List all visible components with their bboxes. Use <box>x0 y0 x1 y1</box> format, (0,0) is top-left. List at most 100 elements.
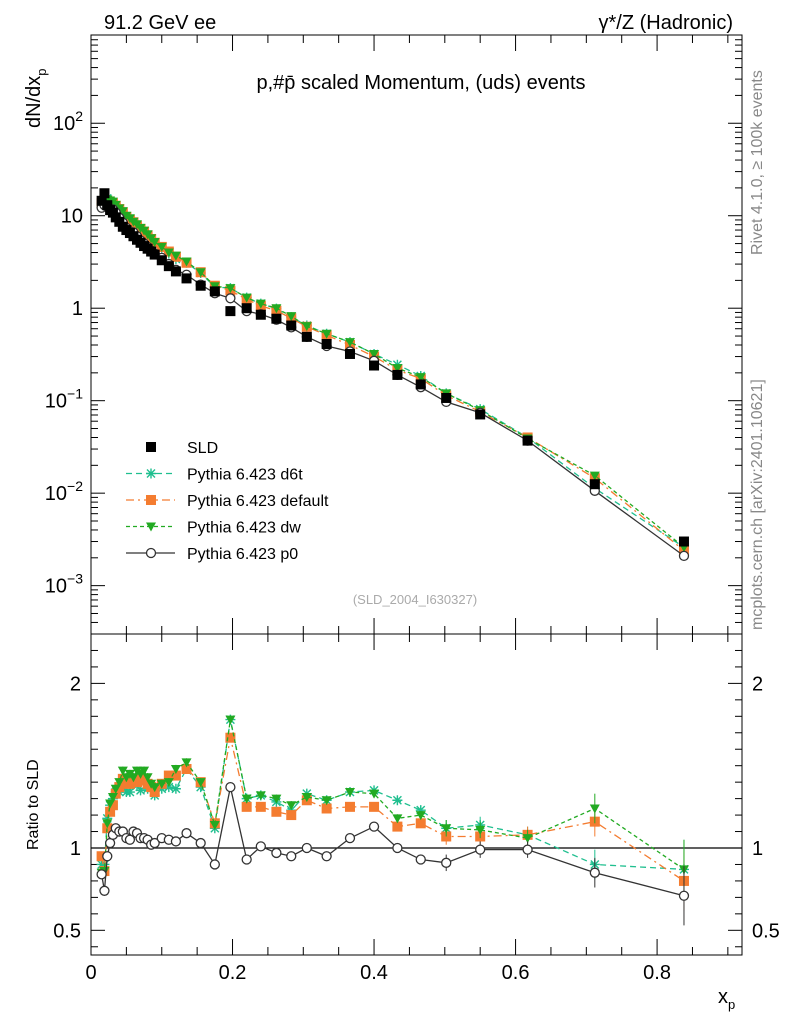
data-point <box>522 435 533 446</box>
ratio-point <box>321 851 332 862</box>
legend-label: SLD <box>187 440 218 457</box>
main-axis-ticks: 102 10 1 10−1 10−2 10−3 <box>45 34 742 635</box>
ratio-tick-label-right: 0.5 <box>752 920 780 942</box>
series-layer <box>96 188 690 561</box>
legend-marker <box>146 522 156 532</box>
data-point <box>344 348 355 359</box>
analysis-watermark: (SLD_2004_I630327) <box>353 592 477 607</box>
ratio-point <box>102 813 113 824</box>
ratio-point <box>170 764 181 774</box>
ratio-point <box>241 794 252 804</box>
ratio-tick-label-right: 1 <box>752 838 763 860</box>
data-point <box>415 379 426 390</box>
data-point <box>195 280 206 291</box>
mcplots-credit: mcplots.cern.ch [arXiv:2401.10621] <box>749 379 766 630</box>
header-process: γ*/Z (Hadronic) <box>599 12 733 34</box>
data-point <box>589 471 600 481</box>
legend-marker <box>146 495 156 505</box>
x-tick-label: 0 <box>85 962 96 984</box>
main-frame <box>90 34 743 635</box>
data-point <box>96 195 107 206</box>
data-point <box>415 373 426 383</box>
ratio-tick-label-left: 2 <box>70 673 81 695</box>
ratio-point <box>415 805 426 816</box>
ratio-point <box>225 781 236 793</box>
ratio-point <box>475 844 486 855</box>
series-sld <box>96 188 689 547</box>
data-point <box>149 237 160 247</box>
ratio-point <box>195 778 206 788</box>
data-point <box>225 284 236 294</box>
ratio-point <box>149 783 160 793</box>
legend-marker <box>146 468 156 479</box>
ratio-point <box>110 784 121 794</box>
y-tick-label: 10−1 <box>45 386 83 413</box>
data-point <box>149 249 160 260</box>
legend-entry: SLD <box>146 440 218 457</box>
data-point <box>170 251 181 261</box>
ratio-point <box>415 811 426 821</box>
legend-entry: Pythia 6.423 dw <box>126 520 301 537</box>
data-point <box>344 338 355 348</box>
ratio-point <box>105 799 116 809</box>
ratio-pythia-6-423-dw <box>96 715 689 900</box>
legend-entry: Pythia 6.423 default <box>126 493 329 510</box>
data-point <box>392 369 403 380</box>
x-tick-label: 0.6 <box>502 962 530 984</box>
data-point <box>589 479 600 490</box>
ratio-point <box>99 885 110 896</box>
data-point <box>255 299 266 309</box>
ratio-point <box>225 732 236 743</box>
ratio-point <box>96 869 107 880</box>
ratio-frame <box>90 633 743 956</box>
y-tick-label: 10−3 <box>45 571 83 598</box>
legend-label: Pythia 6.423 dw <box>187 520 301 537</box>
ratio-point <box>195 837 206 849</box>
ratio-point <box>321 796 332 806</box>
ratio-point <box>475 825 486 835</box>
data-point <box>286 320 297 331</box>
y-tick-label: 10 <box>61 206 83 228</box>
ratio-point <box>441 857 452 868</box>
data-point <box>301 322 312 332</box>
ratio-point <box>441 824 452 834</box>
data-point <box>156 242 167 252</box>
ratio-point <box>255 841 266 852</box>
legend-marker <box>145 547 157 559</box>
data-point <box>181 273 192 284</box>
ratio-point <box>286 801 297 811</box>
ratio-point <box>286 810 297 821</box>
data-point <box>156 255 167 266</box>
ratio-point <box>255 791 266 801</box>
data-point <box>286 312 297 322</box>
svg-text:xp: xp <box>718 986 735 1012</box>
ratio-point <box>163 778 174 788</box>
legend-entry: Pythia 6.423 d6t <box>126 467 303 484</box>
legend-label: Pythia 6.423 d6t <box>187 467 303 484</box>
rivet-version: Rivet 4.1.0, ≥ 100k events <box>749 70 766 255</box>
legend-marker <box>146 442 156 452</box>
series-pythia-6-423-p0 <box>96 200 690 561</box>
ratio-point <box>271 806 282 817</box>
ratio-tick-label-left: 0.5 <box>53 920 81 942</box>
ratio-point <box>142 773 153 783</box>
data-point <box>271 304 282 314</box>
ratio-point <box>271 847 282 859</box>
data-point <box>301 331 312 342</box>
data-point <box>170 266 181 277</box>
chart-title: p,#p̄ scaled Momentum, (uds) events <box>256 72 585 94</box>
ratio-point <box>181 758 192 768</box>
ratio-point <box>102 819 113 829</box>
ratio-point <box>321 803 332 814</box>
ratio-point <box>344 832 356 844</box>
ratio-point <box>286 851 297 862</box>
ratio-point <box>128 773 139 783</box>
y-tick-label: 1 <box>72 298 83 320</box>
ratio-point <box>181 828 192 839</box>
data-point <box>99 188 110 199</box>
ratio-point <box>124 787 135 798</box>
data-point <box>321 329 332 339</box>
legend-label: Pythia 6.423 default <box>187 493 329 510</box>
data-point <box>241 293 252 303</box>
legend-label: Pythia 6.423 p0 <box>187 546 298 563</box>
